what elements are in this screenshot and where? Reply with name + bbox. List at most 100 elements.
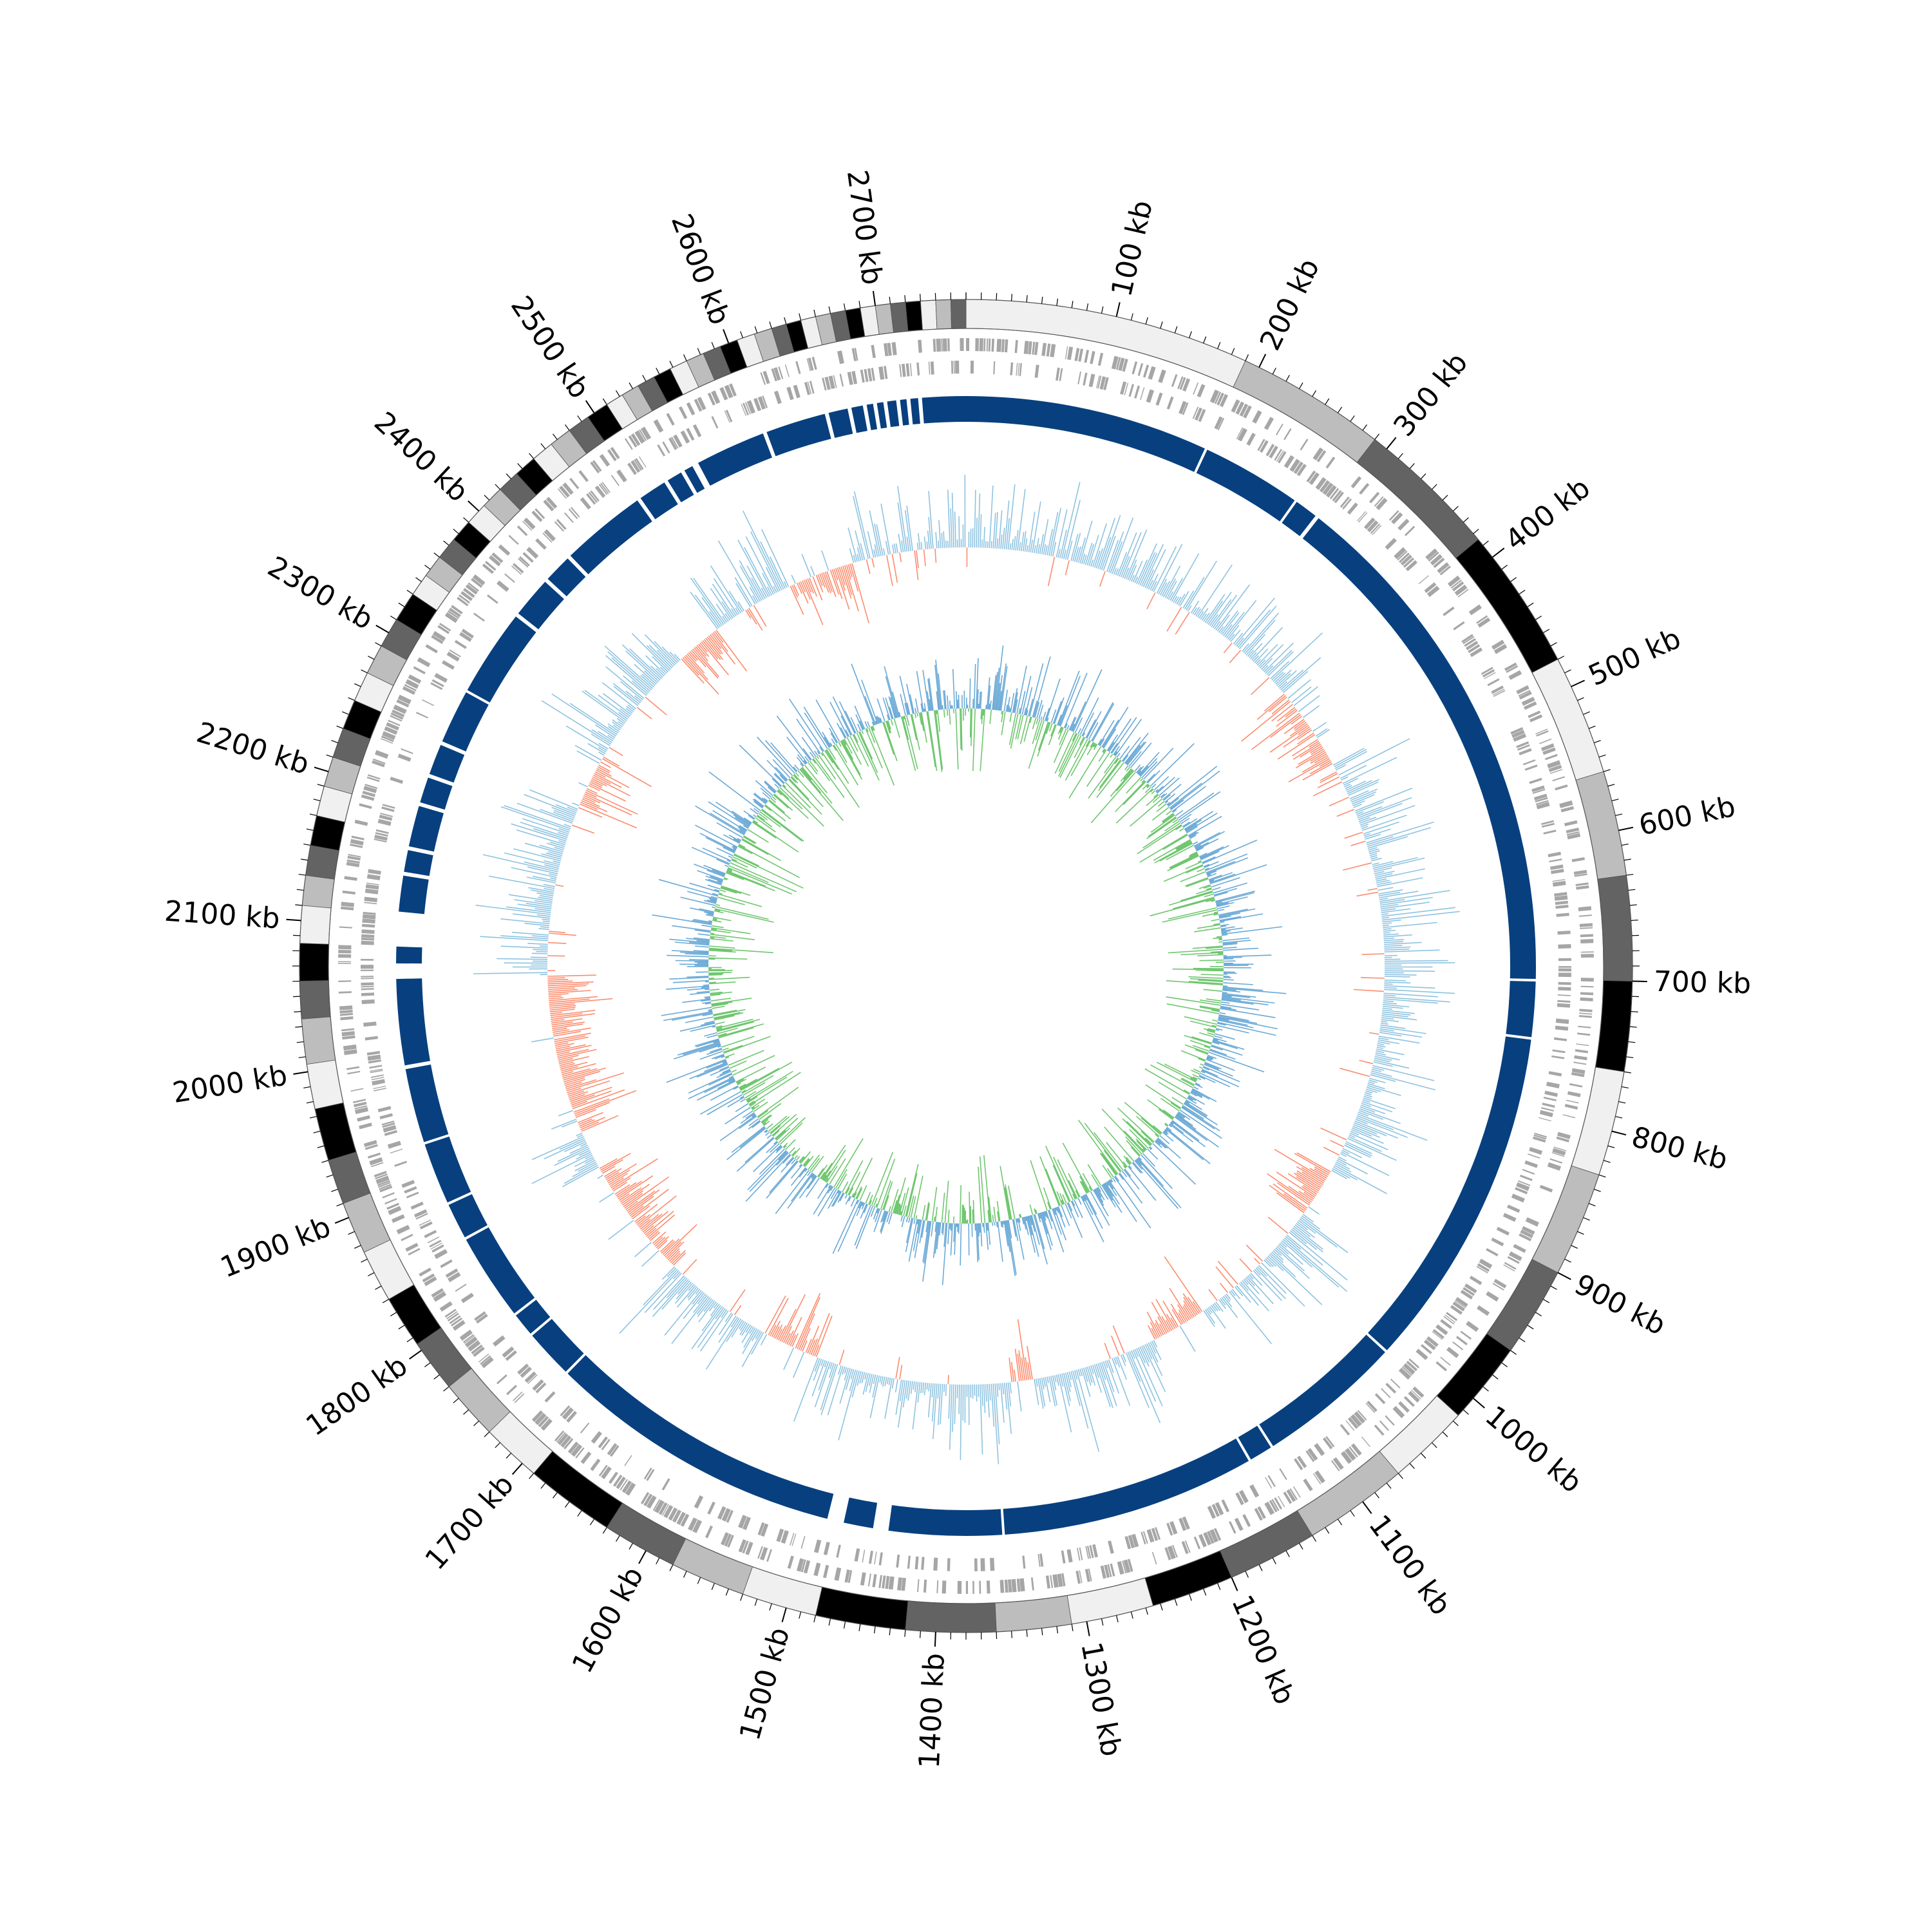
minor-tick — [629, 382, 634, 389]
major-tick — [468, 500, 480, 512]
gene-block — [1569, 1083, 1583, 1088]
gene-block — [1580, 997, 1593, 1001]
tick-label: 1400 kb — [913, 1653, 951, 1770]
gene-block — [535, 1412, 547, 1425]
minor-tick — [301, 858, 308, 861]
gene-block — [1457, 589, 1469, 598]
gene-block — [382, 1192, 395, 1198]
minor-tick — [1631, 920, 1638, 921]
gene-block — [942, 1580, 947, 1594]
gene-block — [1092, 1544, 1098, 1558]
tick-label: 1000 kb — [1479, 1399, 1588, 1499]
gene-block — [727, 1535, 734, 1548]
gene-block — [562, 482, 574, 495]
minor-tick — [920, 294, 921, 301]
gene-block — [884, 366, 888, 379]
minor-tick — [740, 1594, 743, 1601]
gene-block — [1349, 1446, 1358, 1458]
minor-tick — [1463, 517, 1469, 523]
major-tick — [1492, 547, 1505, 558]
gene-block — [487, 594, 498, 604]
gene-block — [570, 507, 580, 518]
gene-block — [1283, 455, 1294, 469]
gene-block — [363, 786, 377, 793]
gene-block — [795, 361, 801, 374]
gene-block — [1452, 1341, 1464, 1350]
contig-segment — [1571, 1066, 1625, 1175]
tick-label: 2100 kb — [164, 895, 281, 935]
gene-block — [1555, 1025, 1569, 1031]
gene-block — [1548, 1071, 1562, 1077]
gene-block — [1460, 1331, 1472, 1340]
gene-block — [560, 1405, 571, 1417]
gene-block — [543, 499, 554, 511]
major-tick — [1611, 1130, 1627, 1136]
gene-block — [1519, 748, 1532, 755]
minor-tick — [1557, 656, 1565, 660]
gene-block — [1535, 797, 1548, 803]
gene-block — [517, 1363, 529, 1375]
gene-block — [942, 338, 947, 352]
minor-tick — [1397, 1473, 1403, 1479]
gc-deviation-negative-bars — [708, 708, 1224, 1224]
gene-block — [392, 709, 405, 717]
gene-block — [1534, 1132, 1548, 1138]
minor-tick — [656, 367, 660, 375]
gene-block — [554, 1430, 565, 1442]
gene-block — [901, 363, 906, 377]
gene-block — [616, 1476, 626, 1490]
gene-block — [401, 748, 413, 754]
gene-block — [340, 1016, 354, 1021]
gene-block — [1316, 450, 1327, 462]
gene-block — [936, 1580, 939, 1594]
minor-tick — [683, 354, 687, 361]
gene-block — [1476, 1265, 1488, 1274]
gene-block — [425, 644, 438, 654]
gene-block — [361, 985, 374, 988]
gene-block — [363, 911, 376, 915]
gene-block — [492, 1335, 506, 1347]
gene-block — [1477, 1263, 1490, 1273]
minor-tick — [1245, 1571, 1249, 1578]
gene-block — [860, 1572, 866, 1586]
gene-block — [556, 518, 567, 530]
gene-block — [757, 1546, 763, 1559]
minor-tick — [1189, 331, 1192, 338]
gene-block — [384, 726, 398, 735]
minor-tick — [873, 1626, 876, 1634]
gene-block — [1400, 554, 1412, 566]
minor-tick — [361, 1258, 368, 1263]
gene-block — [439, 1301, 453, 1312]
minor-tick — [934, 293, 936, 301]
minor-tick — [517, 463, 523, 469]
gene-block — [621, 1480, 632, 1493]
gene-block — [1177, 376, 1184, 390]
gene-block — [1535, 800, 1549, 806]
gene-block — [1018, 363, 1020, 376]
gene-block — [1182, 1516, 1190, 1530]
gene-block — [1120, 381, 1127, 395]
gene-block — [1219, 393, 1228, 408]
gene-block — [1401, 1366, 1412, 1376]
minor-tick — [1071, 1624, 1074, 1631]
gene-block — [625, 1482, 636, 1496]
gene-block — [1314, 1470, 1325, 1484]
gene-block — [497, 580, 509, 592]
gene-block — [338, 949, 352, 954]
gene-block — [753, 397, 762, 412]
gene-block — [1580, 934, 1593, 938]
gene-block — [607, 449, 617, 462]
gene-block — [905, 363, 910, 377]
gene-block — [1289, 1488, 1298, 1501]
gene-block — [1575, 1049, 1589, 1054]
gene-block — [1238, 1490, 1249, 1504]
gene-block — [1086, 1546, 1092, 1559]
gene-block — [1574, 873, 1587, 877]
minor-tick — [1626, 1056, 1634, 1059]
minor-tick — [656, 1557, 660, 1565]
tick-label: 200 kb — [1254, 254, 1326, 355]
minor-tick — [996, 293, 998, 301]
gene-block — [590, 461, 600, 474]
alignment-block — [866, 403, 878, 430]
gene-block — [1510, 727, 1524, 735]
